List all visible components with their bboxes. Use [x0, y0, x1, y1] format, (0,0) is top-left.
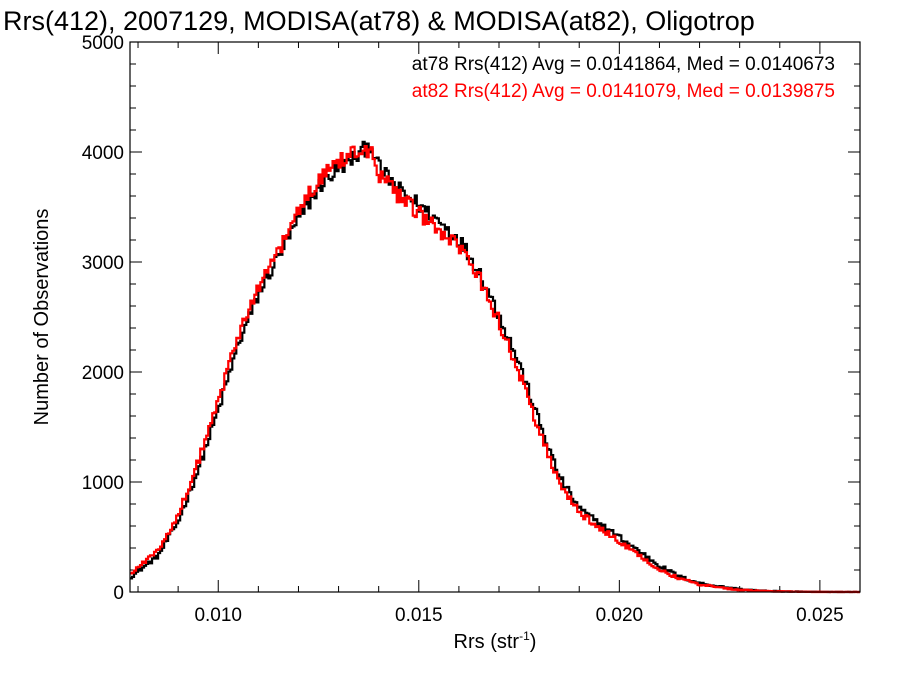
- series-layer: [130, 140, 860, 594]
- y-tick-label: 4000: [82, 143, 124, 164]
- x-tick-label: 0.025: [796, 605, 844, 626]
- series-line-at82: [130, 145, 860, 594]
- x-tick-label: 0.015: [395, 605, 443, 626]
- x-axis-label-tail: ): [530, 631, 537, 653]
- chart-title: Rrs(412), 2007129, MODISA(at78) & MODISA…: [3, 6, 755, 36]
- x-axis-label: Rrs (str-1): [454, 629, 537, 653]
- x-tick-label: 0.020: [596, 605, 644, 626]
- y-axis-label: Number of Observations: [31, 209, 53, 426]
- stats-text-at78: at78 Rrs(412) Avg = 0.0141864, Med = 0.0…: [412, 54, 835, 75]
- plot-frame: [129, 41, 861, 593]
- x-axis-label-main: Rrs (str: [454, 631, 520, 653]
- x-tick-label: 0.010: [194, 605, 242, 626]
- series-line-at78: [130, 140, 860, 594]
- stats-text-at82: at82 Rrs(412) Avg = 0.0141079, Med = 0.0…: [412, 81, 835, 102]
- y-tick-label: 0: [113, 583, 124, 604]
- y-tick-label: 1000: [82, 473, 124, 494]
- y-tick-label: 5000: [82, 33, 124, 54]
- y-tick-label: 3000: [82, 253, 124, 274]
- x-axis-label-sup: -1: [519, 629, 530, 643]
- y-tick-label: 2000: [82, 363, 124, 384]
- x-axis-ticks: 0.010 0.015 0.020 0.025: [137, 42, 861, 626]
- y-axis-ticks: 0 1000 2000 3000 4000 5000: [82, 33, 860, 604]
